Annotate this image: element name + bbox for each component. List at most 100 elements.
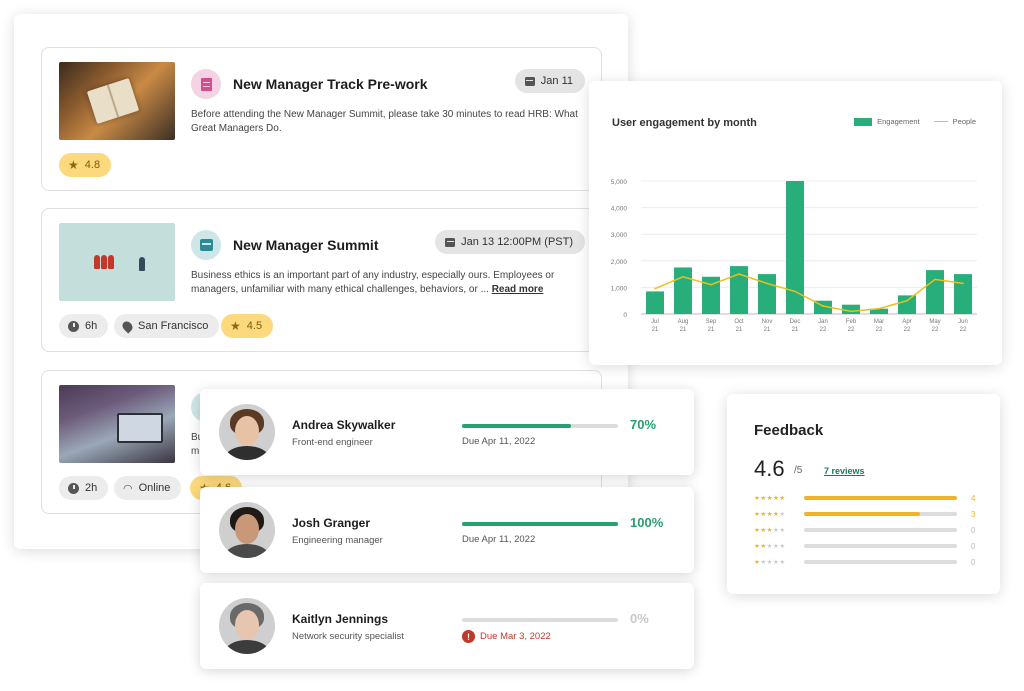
feedback-max: /5 [794, 465, 803, 476]
person-name: Kaitlyn Jennings [292, 612, 389, 626]
rating-row-3: ★★★★★ 0 [754, 524, 979, 536]
person-name: Josh Granger [292, 516, 371, 530]
y-tick-label: 2,000 [611, 259, 628, 266]
y-tick-label: 4,000 [611, 206, 628, 213]
calendar-icon [191, 230, 221, 260]
progress-bar [462, 618, 618, 622]
chart-title: User engagement by month [612, 117, 757, 129]
bar [786, 181, 804, 314]
person-card[interactable]: Kaitlyn Jennings Network security specia… [200, 583, 694, 669]
person-card[interactable]: Josh Granger Engineering manager 100% Du… [200, 487, 694, 573]
progress-bar [462, 522, 618, 526]
line-point [794, 290, 796, 293]
event-thumbnail [59, 385, 175, 463]
legend-swatch [933, 120, 948, 123]
event-date: Jan 13 12:00PM (PST) [461, 236, 573, 248]
rating-bar [804, 544, 957, 548]
event-date-badge: Jan 13 12:00PM (PST) [435, 230, 585, 254]
bar [870, 308, 888, 314]
clock-icon [68, 482, 79, 494]
star-rating-icon: ★★★★★ [754, 511, 786, 518]
person-role: Network security specialist [292, 631, 404, 642]
star-icon: ★ [230, 319, 241, 333]
calendar-icon [524, 76, 535, 86]
legend-item-people[interactable]: People [933, 117, 976, 126]
x-tick-label: 22 [848, 327, 855, 333]
progress-bar [462, 424, 618, 428]
event-card[interactable]: New Manager Summit Jan 13 12:00PM (PST) … [41, 208, 602, 352]
person-role: Front-end engineer [292, 437, 373, 448]
alert-icon: ! [462, 630, 475, 643]
event-thumbnail [59, 223, 175, 301]
due-date: ! Due Mar 3, 2022 [462, 630, 551, 643]
rating-chip: ★ 4.5 [221, 314, 274, 338]
progress-percent: 70% [630, 417, 657, 432]
location-chip: San Francisco [114, 314, 220, 338]
calendar-icon [445, 237, 456, 247]
rating-bar [804, 528, 957, 532]
rating-row-5: ★★★★★ 4 [754, 492, 979, 504]
star-rating-icon: ★★★★★ [754, 527, 786, 534]
rating-bar [804, 560, 957, 564]
event-card[interactable]: New Manager Track Pre-work Jan 11 Before… [41, 47, 602, 191]
due-date: Due Apr 11, 2022 [462, 534, 536, 545]
line-point [654, 287, 656, 290]
rating-value: 4.8 [84, 159, 101, 171]
bar [954, 274, 972, 314]
event-title[interactable]: New Manager Summit [233, 237, 379, 253]
x-tick-label: Dec [790, 319, 801, 325]
rating-row-2: ★★★★★ 0 [754, 540, 979, 552]
x-tick-label: Mar [874, 319, 884, 325]
x-tick-label: 22 [904, 327, 911, 333]
rating-row-4: ★★★★★ 3 [754, 508, 979, 520]
x-tick-label: Aug [678, 319, 689, 325]
rating-count: 0 [971, 525, 976, 535]
line-point [850, 310, 852, 313]
rating-bar-fill [804, 496, 957, 500]
star-rating-icon: ★★★★★ [754, 543, 786, 550]
x-tick-label: 21 [792, 327, 799, 333]
event-description: Business ethics is an important part of … [191, 270, 555, 295]
location-chip: ◠ Online [114, 476, 182, 500]
line-point [738, 273, 740, 275]
bar [646, 291, 664, 314]
event-title[interactable]: New Manager Track Pre-work [233, 76, 428, 92]
rating-chip: ★ 4.8 [59, 153, 112, 177]
feedback-panel: Feedback 4.6 /5 7 reviews ★★★★★ 4 ★★★★★ 3 ★★… [727, 394, 1000, 594]
line-point [822, 305, 824, 307]
event-thumbnail [59, 62, 175, 140]
event-description: Bu m [191, 432, 204, 457]
duration-chip: 2h [59, 476, 109, 500]
progress-fill [462, 522, 618, 526]
avatar [219, 404, 275, 460]
reviews-link[interactable]: 7 reviews [824, 466, 865, 476]
x-tick-label: Oct [734, 319, 744, 325]
avatar [219, 502, 275, 558]
y-tick-label: 5,000 [611, 179, 628, 186]
person-card[interactable]: Andrea Skywalker Front-end engineer 70% … [200, 389, 694, 475]
event-date: Jan 11 [540, 75, 573, 87]
line-point [962, 282, 964, 285]
rating-count: 0 [971, 557, 976, 567]
rating-bar [804, 496, 957, 500]
line-point [906, 299, 908, 302]
y-tick-label: 3,000 [611, 232, 628, 239]
legend-item-engagement[interactable]: Engagement [854, 117, 920, 126]
bar [926, 270, 944, 314]
engagement-chart-panel: User engagement by month Engagement Peop… [589, 81, 1002, 365]
x-tick-label: 21 [708, 327, 715, 333]
read-more-link[interactable]: Read more [491, 284, 544, 295]
y-tick-label: 0 [623, 312, 627, 319]
document-icon [191, 69, 221, 99]
line-point [878, 307, 880, 310]
x-tick-label: 21 [736, 327, 743, 333]
bar [758, 274, 776, 314]
x-tick-label: 22 [932, 327, 939, 333]
x-tick-label: 21 [764, 327, 771, 333]
wifi-icon: ◠ [123, 482, 133, 495]
bar [702, 276, 720, 314]
x-tick-label: Sep [706, 319, 717, 325]
bar [730, 266, 748, 314]
rating-row-1: ★★★★★ 0 [754, 556, 979, 568]
x-tick-label: Jan [818, 319, 828, 325]
